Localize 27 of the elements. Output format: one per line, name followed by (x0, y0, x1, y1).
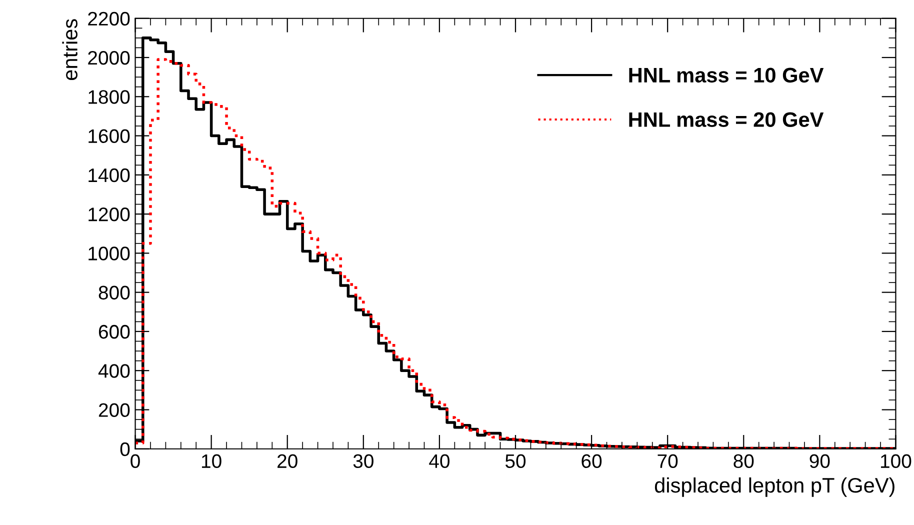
y-tick-label: 600 (98, 324, 130, 339)
x-tick-label: 70 (658, 454, 678, 468)
y-tick-label: 1200 (88, 208, 130, 222)
y-tick-label: 400 (98, 364, 130, 378)
y-tick-label: 200 (98, 403, 130, 417)
x-axis-title: displaced lepton pT (GeV) (654, 477, 894, 497)
y-tick-label: 1400 (88, 168, 130, 182)
y-tick-label: 1600 (88, 129, 130, 144)
x-tick-label: 0 (130, 454, 140, 468)
x-tick-label: 80 (734, 454, 754, 468)
x-tick-label: 90 (810, 454, 830, 468)
x-tick-label: 30 (353, 454, 374, 468)
x-tick-label: 40 (429, 454, 450, 468)
y-tick-label: 800 (98, 286, 130, 300)
y-tick-label: 2200 (88, 12, 130, 26)
x-tick-label: 60 (582, 454, 602, 468)
y-tick-label: 1800 (88, 90, 130, 104)
x-tick-label: 20 (278, 454, 298, 468)
legend-label: HNL mass = 20 GeV (629, 112, 824, 127)
y-tick-label: 0 (120, 442, 130, 456)
y-tick-label: 2000 (88, 50, 130, 65)
x-tick-label: 100 (880, 454, 912, 468)
x-tick-label: 50 (505, 454, 526, 468)
legend-label: HNL mass = 10 GeV (629, 68, 824, 83)
y-tick-label: 1000 (88, 246, 130, 260)
y-axis-title: entries (62, 19, 78, 80)
x-tick-label: 10 (202, 454, 222, 468)
